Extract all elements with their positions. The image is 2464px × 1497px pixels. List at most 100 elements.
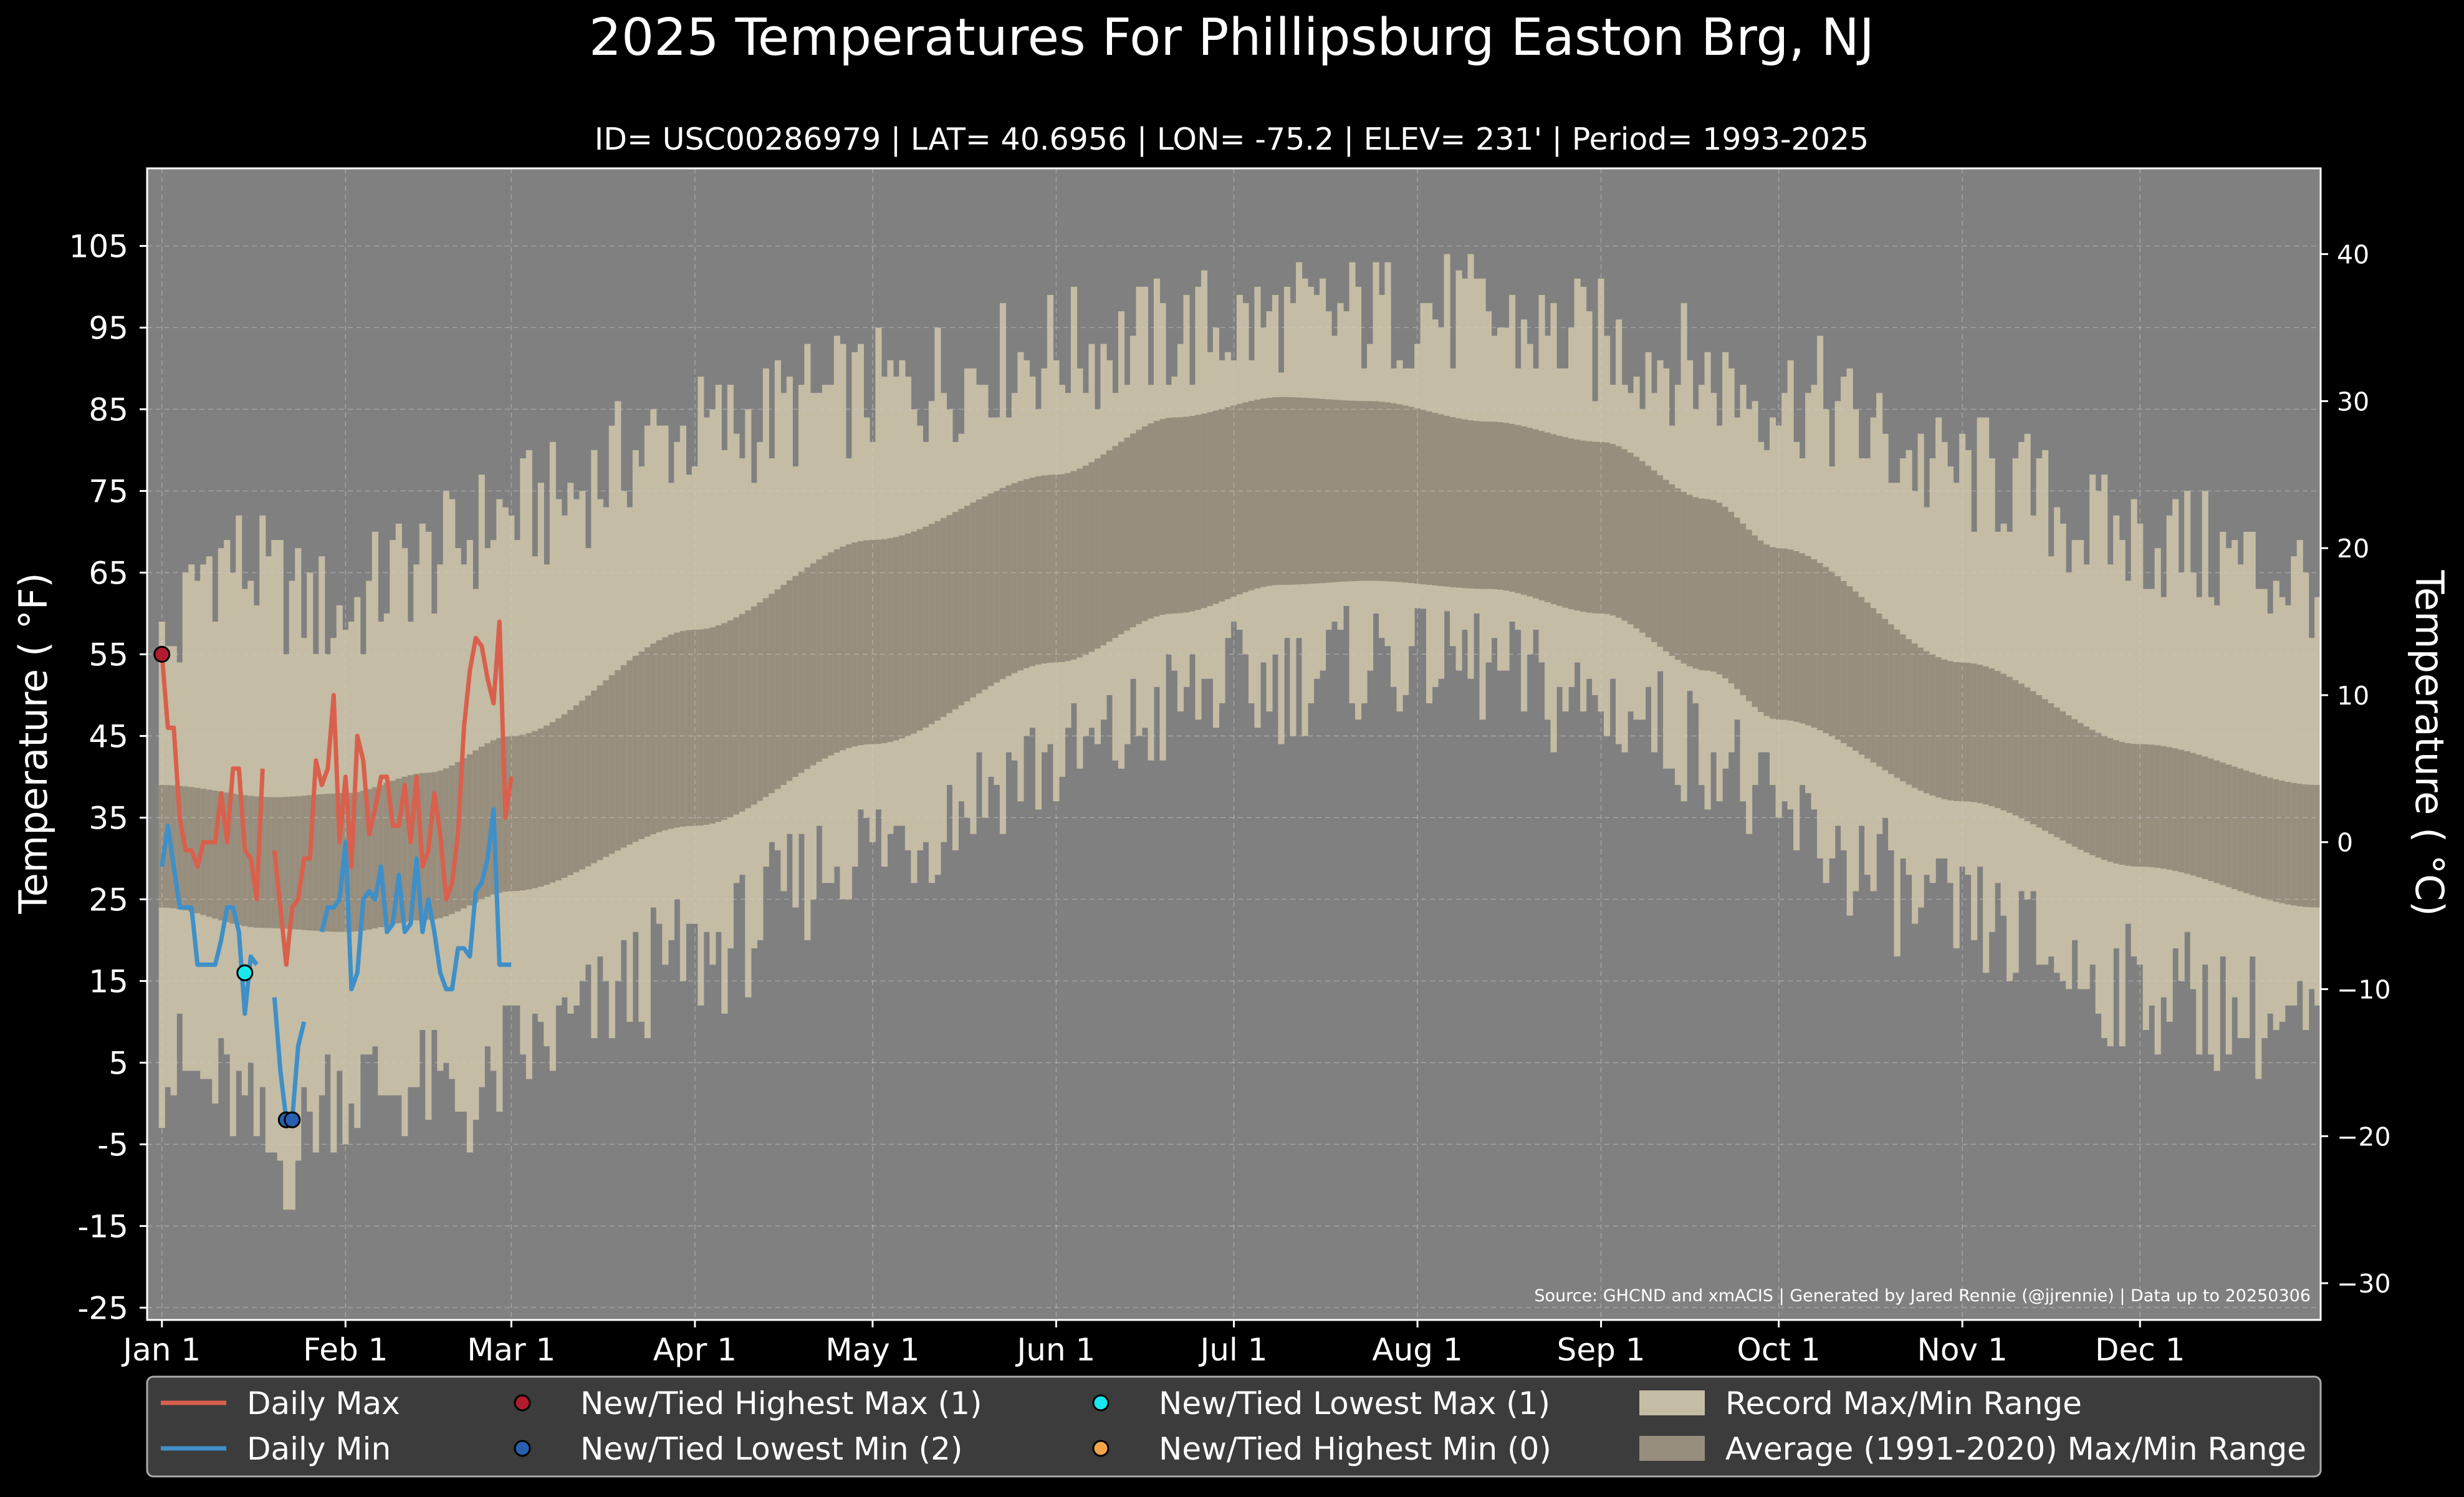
normal-range-bar [1366,401,1374,581]
normal-range-bar [1432,413,1439,586]
normal-range-bar [1065,473,1071,662]
normal-range-bar [798,571,805,773]
normal-range-bar [2125,743,2132,866]
normal-range-bar [1378,402,1386,581]
normal-range-bar [2131,744,2137,867]
normal-range-bar [987,493,994,686]
x-tick-label: Jan 1 [121,1332,201,1368]
record-range-bar [2018,441,2025,892]
normal-range-bar [549,722,556,883]
normal-range-bar [2030,691,2037,825]
normal-range-bar [1171,417,1178,614]
legend-new-high-max-label: New/Tied Highest Max (1) [580,1385,982,1422]
record-range-bar [2113,515,2120,948]
normal-range-bar [999,488,1006,680]
normal-range-bar [2303,784,2309,907]
normal-range-bar [1781,548,1788,720]
normal-range-bar [1474,421,1480,589]
normal-range-bar [1082,465,1090,655]
normal-range-bar [1058,474,1066,662]
normal-range-bar [869,540,876,744]
normal-range-bar [1467,420,1474,589]
normal-range-bar [1692,497,1699,669]
y-tick-label-celsius: 10 [2337,681,2369,711]
normal-range-bar [1823,567,1829,733]
normal-range-bar [958,509,965,706]
normal-range-bar [1236,403,1244,595]
normal-range-bar [1017,481,1024,671]
normal-range-bar [1545,432,1551,602]
y-tick-label-fahrenheit: -15 [77,1208,128,1244]
y-tick-label-fahrenheit: 95 [89,310,128,346]
normal-range-bar [1070,471,1078,660]
normal-range-bar [2083,726,2090,853]
normal-range-bar [1254,399,1261,589]
normal-range-bar [1159,419,1166,615]
normal-range-bar [928,524,935,724]
plot-area: Source: GHCND and xmACIS | Generated by … [146,167,2322,1321]
normal-range-bar [307,795,314,931]
normal-range-bar [1533,429,1540,599]
legend-new-low-min-label: New/Tied Lowest Min (2) [580,1431,962,1467]
normal-range-bar [2308,784,2315,908]
normal-range-bar [1195,415,1202,610]
normal-range-bar [218,791,224,921]
normal-range-bar [1917,647,1924,791]
normal-range-bar [1633,456,1640,628]
normal-range-bar [1521,426,1528,595]
normal-range-bar [1912,643,1919,788]
normal-range-bar [1136,430,1143,624]
normal-range-bar [354,792,361,931]
normal-range-bar [1858,597,1865,755]
normal-range-bar [496,738,503,893]
normal-range-bar [1722,506,1729,678]
legend-new-low-min-swatch [514,1440,531,1457]
normal-range-bar [691,630,698,826]
normal-range-bar [395,778,402,923]
normal-range-bar [295,796,302,930]
normal-range-bar [923,526,929,728]
normal-range-bar [608,675,615,854]
normal-range-bar [2024,687,2031,822]
normal-range-bar [970,503,977,698]
normal-range-bar [893,537,899,741]
normal-range-bar [1041,475,1048,664]
normal-range-bar [1675,488,1682,660]
x-tick-label: Oct 1 [1737,1332,1821,1368]
normal-range-bar [2220,762,2227,885]
normal-range-bar [265,797,272,928]
normal-range-bar [1894,629,1901,778]
normal-range-bar [840,546,846,751]
normal-range-bar [786,580,793,781]
normal-range-bar [1112,446,1119,638]
normal-range-bar [200,789,207,915]
normal-range-bar [1924,651,1930,794]
x-tick-label: Jul 1 [1198,1332,1267,1368]
y-tick-label-fahrenheit: 85 [89,392,128,428]
x-tick-label: Jun 1 [1015,1332,1096,1368]
record-range-bar [1935,417,1942,859]
normal-range-bar [1307,398,1315,584]
y-axis-label-fahrenheit: Temperature ( °F) [11,572,56,914]
normal-range-bar [857,541,864,746]
record-range-bar [2184,491,2191,932]
legend: Daily Max Daily Min New/Tied Highest Max (… [146,1375,2322,1478]
normal-range-bar [1864,602,1871,759]
legend-record-range-label: Record Max/Min Range [1725,1385,2082,1422]
normal-range-bar [1148,423,1154,619]
normal-range-bar [158,784,165,908]
normal-range-bar [360,791,367,931]
normal-range-bar [739,614,745,812]
normal-range-bar [591,690,598,864]
normal-range-bar [1189,416,1196,612]
normal-range-bar [1462,419,1469,589]
normal-range-bar [1319,398,1326,584]
normal-range-bar [194,787,201,913]
normal-range-bar [1337,400,1344,582]
normal-range-bar [1295,397,1303,585]
normal-range-bar [1971,663,1978,802]
normal-range-bar [508,736,515,892]
normal-range-bar [674,632,681,828]
normal-range-bar [650,643,657,835]
normal-range-bar [1906,639,1912,785]
